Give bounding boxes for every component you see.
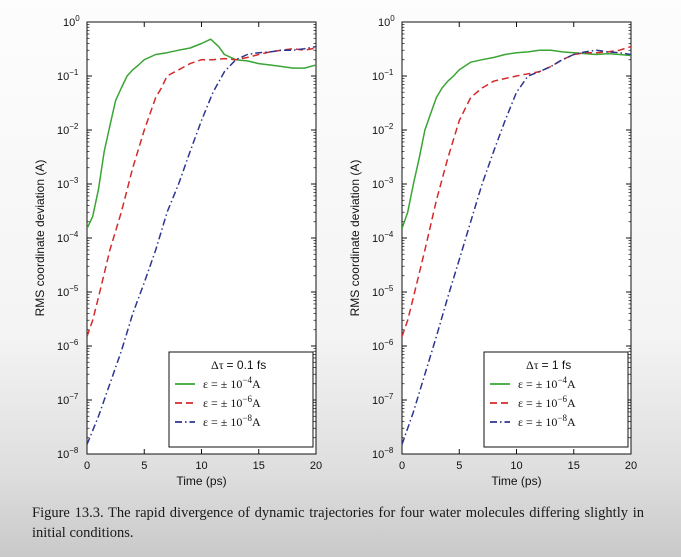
y-tick-label: 10−7 bbox=[57, 392, 79, 407]
y-tick-label: 10−1 bbox=[372, 68, 394, 83]
legend-box bbox=[483, 351, 629, 448]
figure-caption: Figure 13.3. The rapid divergence of dyn… bbox=[32, 505, 644, 541]
x-axis-label: Time (ps) bbox=[176, 474, 226, 488]
y-tick-label: 10−5 bbox=[372, 284, 394, 299]
x-tick-label: 5 bbox=[456, 460, 462, 472]
y-tick-label: 10−5 bbox=[57, 284, 79, 299]
x-tick-label: 15 bbox=[253, 460, 265, 472]
y-tick-label: 10−4 bbox=[57, 230, 79, 245]
series-line-1 bbox=[87, 38, 316, 229]
x-tick-label: 0 bbox=[84, 460, 90, 472]
y-tick-label: 10−8 bbox=[57, 446, 79, 461]
x-tick-label: 15 bbox=[568, 460, 580, 472]
series-line-2 bbox=[87, 47, 316, 337]
legend: Δτ = 1 fs ε = ± 10−4A ε = ± 10−6A ε = ± 10−… bbox=[483, 351, 629, 448]
legend-entry-3: ε = ± 10−8A bbox=[518, 413, 576, 429]
x-tick-label: 0 bbox=[399, 460, 405, 472]
y-tick-label: 10−6 bbox=[372, 338, 394, 353]
series-line-1 bbox=[402, 49, 631, 229]
y-tick-label: 10−2 bbox=[57, 122, 79, 137]
legend-entry-2: ε = ± 10−6A bbox=[203, 394, 261, 410]
x-axis-label: Time (ps) bbox=[491, 474, 541, 488]
y-axis-label: RMS coordinate deviation (A) bbox=[33, 160, 47, 317]
x-tick-label: 10 bbox=[195, 460, 207, 472]
legend-title: Δτ = 1 fs bbox=[526, 358, 571, 372]
legend-entry-1: ε = ± 10−4A bbox=[203, 375, 261, 391]
legend-box bbox=[168, 351, 314, 448]
y-tick-label: 10−2 bbox=[372, 122, 394, 137]
legend-entry-2: ε = ± 10−6A bbox=[518, 394, 576, 410]
y-tick-label: 10−8 bbox=[372, 446, 394, 461]
y-tick-label: 10−3 bbox=[372, 176, 394, 191]
y-tick-label: 100 bbox=[63, 14, 80, 29]
y-tick-label: 10−1 bbox=[57, 68, 79, 83]
x-tick-label: 10 bbox=[510, 460, 522, 472]
x-tick-label: 5 bbox=[141, 460, 147, 472]
y-tick-label: 10−6 bbox=[57, 338, 79, 353]
legend-entry-1: ε = ± 10−4A bbox=[518, 375, 576, 391]
legend-title: Δτ = 0.1 fs bbox=[211, 358, 266, 372]
y-tick-label: 10−3 bbox=[57, 176, 79, 191]
series-line-3 bbox=[402, 49, 631, 445]
legend: Δτ = 0.1 fs ε = ± 10−4A ε = ± 10−6A ε = ± 1… bbox=[168, 351, 314, 448]
series-line-3 bbox=[87, 45, 316, 445]
x-tick-label: 20 bbox=[625, 460, 637, 472]
chart-panel-1: 100 10−1 10−2 10−3 10−4 10−5 10−6 10−7 10−8 0 5 10 1… bbox=[33, 14, 322, 488]
x-tick-label: 20 bbox=[310, 460, 322, 472]
y-tick-label: 100 bbox=[378, 14, 395, 29]
chart-panel-2: 100 10−1 10−2 10−3 10−4 10−5 10−6 10−7 10−8 0 5 10 1… bbox=[348, 14, 637, 488]
y-tick-label: 10−4 bbox=[372, 230, 394, 245]
y-axis-label: RMS coordinate deviation (A) bbox=[348, 160, 362, 317]
legend-entry-3: ε = ± 10−8A bbox=[203, 413, 261, 429]
y-tick-label: 10−7 bbox=[372, 392, 394, 407]
series-line-2 bbox=[402, 45, 631, 337]
